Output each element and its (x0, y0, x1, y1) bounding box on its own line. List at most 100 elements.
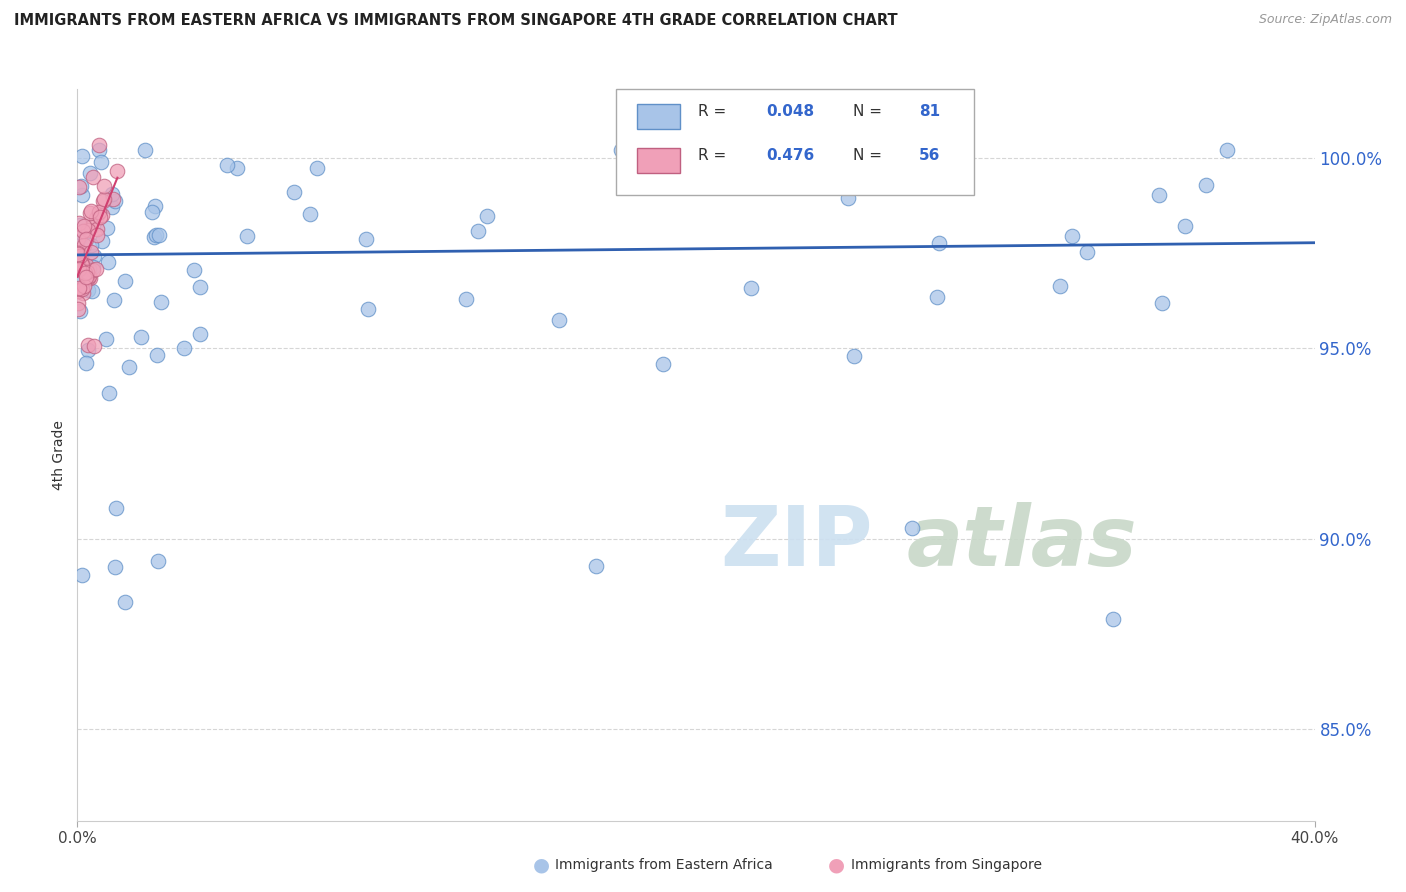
Point (67, 261, 90, 276)
Point (142, 230, 165, 244)
Point (107, 163, 129, 178)
Point (97, 255, 120, 269)
Point (66, 301, 89, 316)
Point (914, 172, 936, 186)
Point (188, 327, 211, 342)
Point (148, 553, 170, 567)
Y-axis label: 4th Grade: 4th Grade (52, 420, 66, 490)
Point (76, 223, 98, 237)
Point (73, 263, 96, 277)
Text: atlas: atlas (907, 502, 1137, 583)
Point (82, 169, 104, 184)
Point (93, 192, 115, 206)
Point (82, 260, 104, 275)
Point (143, 198, 166, 212)
Point (89, 143, 111, 157)
Point (585, 558, 607, 573)
Point (141, 205, 163, 219)
Point (900, 521, 922, 535)
Point (83, 339, 105, 353)
Point (86, 227, 108, 242)
Point (354, 232, 377, 246)
Point (101, 186, 124, 201)
Point (75, 356, 97, 370)
Point (96, 221, 118, 235)
Point (114, 274, 136, 288)
Point (89, 211, 111, 225)
Point (96, 332, 118, 346)
Point (173, 341, 195, 355)
Point (104, 559, 127, 574)
Point (69, 249, 91, 263)
Point (91, 234, 114, 248)
Point (77, 284, 100, 298)
Point (73, 266, 96, 280)
Text: R =: R = (699, 104, 731, 119)
Point (217, 158, 239, 172)
Point (67, 260, 90, 274)
Point (77, 269, 100, 284)
Point (837, 191, 859, 205)
Point (80, 238, 103, 252)
Text: ZIP: ZIP (721, 502, 873, 583)
Point (67, 281, 90, 295)
Point (79, 206, 101, 220)
Point (1174, 219, 1197, 233)
Point (188, 280, 211, 294)
Point (84, 261, 107, 276)
Point (73, 238, 96, 252)
Text: 0.048: 0.048 (766, 104, 814, 119)
Point (76, 269, 98, 284)
Point (72, 224, 94, 238)
Point (1150, 296, 1173, 310)
Point (80, 203, 103, 218)
Point (1076, 244, 1098, 259)
Point (97, 385, 120, 400)
Point (70, 254, 93, 268)
Point (467, 224, 489, 238)
FancyBboxPatch shape (637, 103, 681, 129)
FancyBboxPatch shape (637, 148, 681, 173)
Point (101, 200, 124, 214)
Point (67, 179, 90, 194)
Text: N =: N = (853, 104, 887, 119)
Point (72, 286, 94, 301)
Point (86, 211, 108, 226)
Point (70, 255, 93, 269)
Text: ●: ● (533, 855, 550, 875)
Text: Source: ZipAtlas.com: Source: ZipAtlas.com (1258, 13, 1392, 27)
Point (70, 187, 93, 202)
Point (70, 282, 93, 296)
Point (75, 232, 97, 246)
Point (91, 207, 114, 221)
Point (149, 295, 172, 310)
Point (737, 143, 759, 157)
Point (69, 244, 91, 259)
Point (70, 568, 93, 582)
Point (93, 178, 115, 193)
Point (70, 179, 93, 194)
Point (103, 293, 125, 307)
Point (67, 246, 90, 260)
Point (610, 143, 633, 157)
Point (70, 259, 93, 273)
Point (651, 357, 673, 371)
Point (842, 350, 865, 364)
Point (83, 249, 105, 263)
Point (357, 302, 380, 317)
Point (73, 219, 96, 233)
Text: Immigrants from Eastern Africa: Immigrants from Eastern Africa (555, 858, 773, 872)
Point (148, 227, 170, 242)
Point (80, 285, 103, 299)
Point (89, 204, 111, 219)
Point (67, 261, 90, 276)
Text: 0.476: 0.476 (766, 148, 814, 163)
Point (91, 194, 114, 208)
Text: IMMIGRANTS FROM EASTERN AFRICA VS IMMIGRANTS FROM SINGAPORE 4TH GRADE CORRELATIO: IMMIGRANTS FROM EASTERN AFRICA VS IMMIGR… (14, 13, 897, 29)
Text: Immigrants from Singapore: Immigrants from Singapore (851, 858, 1042, 872)
Point (67, 296, 90, 310)
Point (928, 236, 950, 251)
Point (740, 281, 762, 295)
Point (67, 283, 90, 297)
Point (307, 161, 329, 176)
